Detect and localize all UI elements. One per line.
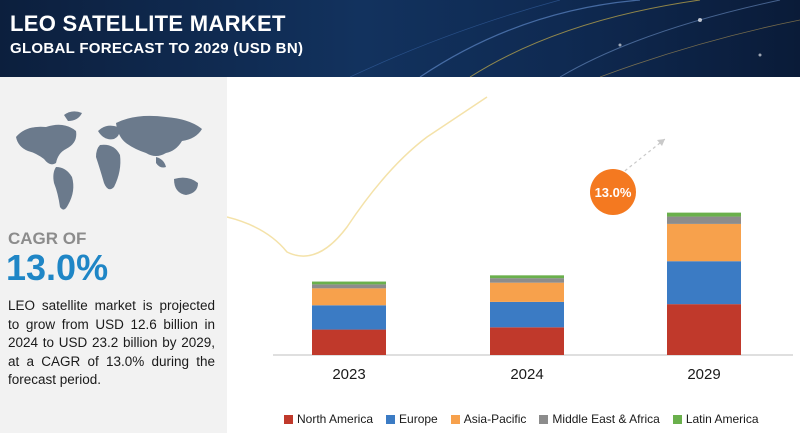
legend-label: Middle East & Africa bbox=[552, 412, 660, 426]
bar-2024-europe bbox=[490, 301, 564, 328]
legend-item: Asia-Pacific bbox=[450, 412, 527, 426]
legend-label: Asia-Pacific bbox=[463, 412, 527, 426]
bar-2029-latin-america bbox=[667, 212, 741, 217]
market-description: LEO satellite market is projected to gro… bbox=[8, 298, 215, 387]
bar-2024-asia-pacific bbox=[490, 282, 564, 302]
cagr-bubble bbox=[590, 169, 636, 215]
legend-item: Middle East & Africa bbox=[539, 412, 660, 426]
x-tick-label-2024: 2024 bbox=[510, 366, 543, 383]
page-subtitle: GLOBAL FORECAST TO 2029 (USD BN) bbox=[10, 40, 304, 57]
bar-2023-asia-pacific bbox=[312, 288, 386, 306]
summary-panel: CAGR OF 13.0% LEO satellite market is pr… bbox=[0, 77, 227, 433]
legend-item: North America bbox=[284, 412, 373, 426]
chart-legend: North America Europe Asia-Pacific Middle Ea… bbox=[284, 411, 794, 427]
growth-arrow-head bbox=[657, 139, 665, 146]
legend-swatch bbox=[672, 414, 682, 424]
bar-2024-latin-america bbox=[490, 275, 564, 279]
legend-swatch bbox=[450, 414, 460, 424]
bar-2029-europe bbox=[667, 261, 741, 305]
legend-label: Latin America bbox=[685, 412, 759, 426]
cagr-bubble-label: 13.0% bbox=[595, 185, 632, 200]
bar-2029-asia-pacific bbox=[667, 223, 741, 262]
cagr-label: CAGR OF bbox=[8, 229, 87, 248]
legend-item: Europe bbox=[386, 412, 438, 426]
stacked-bar-chart: 2023 2024 2029 13.0% bbox=[227, 96, 793, 383]
header-banner: LEO SATELLITE MARKET GLOBAL FORECAST TO … bbox=[0, 0, 800, 77]
bar-2029-north-america bbox=[667, 304, 741, 355]
bar-2023-middle-east-africa bbox=[312, 284, 386, 289]
world-map-icon bbox=[16, 111, 202, 210]
bar-2023-latin-america bbox=[312, 281, 386, 285]
legend-label: Europe bbox=[399, 412, 438, 426]
x-tick-label-2023: 2023 bbox=[332, 366, 365, 383]
legend-swatch bbox=[386, 414, 396, 424]
legend-item: Latin America bbox=[672, 412, 759, 426]
x-tick-label-2029: 2029 bbox=[687, 366, 720, 383]
bar-2029-middle-east-africa bbox=[667, 216, 741, 224]
cagr-value: 13.0% bbox=[6, 247, 109, 288]
header-background-graphic bbox=[349, 0, 800, 77]
decorative-swoosh bbox=[227, 96, 488, 257]
bar-2023-north-america bbox=[312, 329, 386, 355]
legend-swatch bbox=[284, 414, 293, 424]
bar-2024-middle-east-africa bbox=[490, 278, 564, 283]
legend-swatch bbox=[539, 414, 549, 424]
page-title: LEO SATELLITE MARKET bbox=[10, 11, 286, 36]
legend-label: North America bbox=[297, 412, 374, 426]
bar-2023-europe bbox=[312, 305, 386, 330]
bar-2024-north-america bbox=[490, 327, 564, 355]
